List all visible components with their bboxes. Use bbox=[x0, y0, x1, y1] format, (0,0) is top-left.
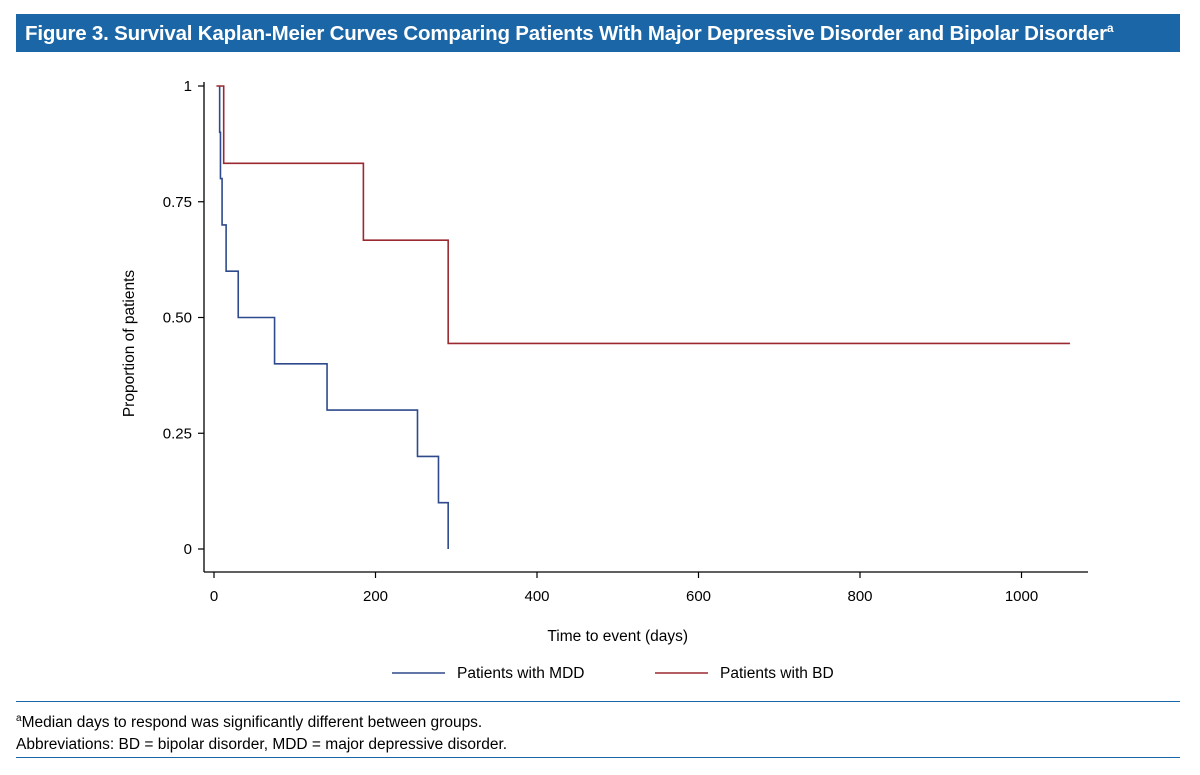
series-line-mdd bbox=[218, 86, 449, 549]
y-tick-label: 0.75 bbox=[163, 194, 192, 211]
footnote-a-text: Median days to respond was significantly… bbox=[21, 714, 483, 732]
kaplan-meier-chart: 0 0.25 0.50 0.75 1 0 200 400 600 800 1000 Time to e… bbox=[121, 78, 1088, 682]
y-tick-label: 0 bbox=[184, 541, 192, 558]
x-tick-label: 400 bbox=[524, 588, 549, 605]
footnote-a-marker: a bbox=[16, 713, 22, 724]
x-tick-label: 200 bbox=[363, 588, 388, 605]
title-footnote-marker: a bbox=[1106, 20, 1114, 35]
legend-label-bd: Patients with BD bbox=[720, 665, 834, 682]
figure-header: Figure 3. Survival Kaplan-Meier Curves C… bbox=[16, 14, 1180, 52]
y-tick-label: 0.25 bbox=[163, 425, 192, 442]
y-tick-label: 1 bbox=[184, 78, 192, 95]
x-axis-label: Time to event (days) bbox=[547, 628, 688, 645]
footnote-divider-top bbox=[16, 701, 1180, 702]
x-tick-label: 600 bbox=[686, 588, 711, 605]
x-tick-label: 0 bbox=[210, 588, 218, 605]
legend-label-mdd: Patients with MDD bbox=[457, 665, 584, 682]
footnote-divider-bottom bbox=[16, 757, 1180, 758]
figure-title-text: Figure 3. Survival Kaplan-Meier Curves C… bbox=[25, 21, 1107, 45]
x-tick-label: 800 bbox=[847, 588, 872, 605]
series-line-bd bbox=[216, 85, 1070, 345]
footnote-abbreviations: Abbreviations: BD = bipolar disorder, MD… bbox=[16, 736, 508, 754]
footnotes: aMedian days to respond was significantl… bbox=[16, 708, 507, 756]
x-tick-label: 1000 bbox=[1005, 588, 1038, 605]
figure-title: Figure 3. Survival Kaplan-Meier Curves C… bbox=[16, 20, 1114, 46]
footnote-a: aMedian days to respond was significantl… bbox=[16, 708, 507, 734]
y-tick-label: 0.50 bbox=[163, 310, 192, 327]
y-axis-label: Proportion of patients bbox=[121, 270, 138, 418]
